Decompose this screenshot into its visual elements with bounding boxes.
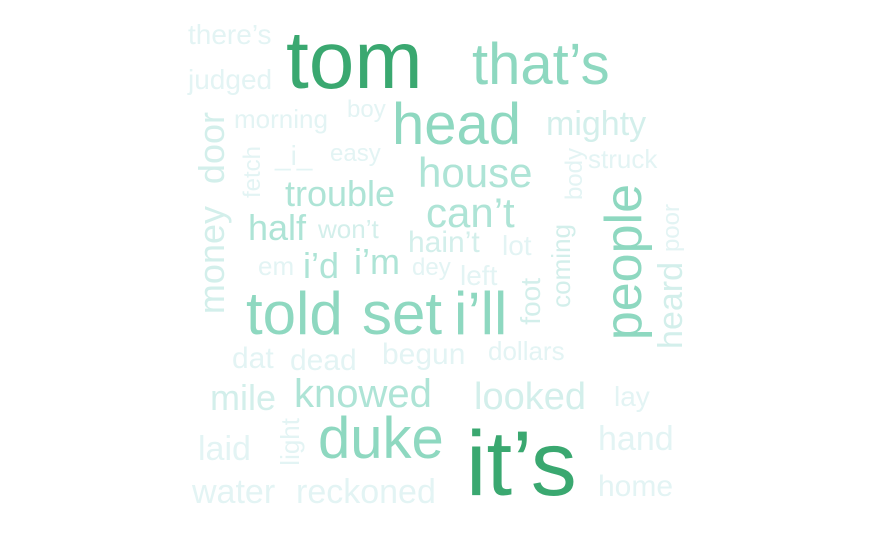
word-lay: lay xyxy=(614,381,650,412)
word-money: money xyxy=(191,206,232,315)
word-poor: poor xyxy=(658,204,685,253)
word-water: water xyxy=(192,473,276,511)
word-morning: morning xyxy=(234,104,328,134)
word-theres: there’s xyxy=(188,19,272,50)
word-light: light xyxy=(275,418,305,466)
word-wont: won’t xyxy=(318,214,379,244)
word-boy: boy xyxy=(347,96,386,123)
word-judged: judged xyxy=(188,64,273,95)
word-thats: that’s xyxy=(472,32,610,97)
word-i-underscored: _i_ xyxy=(275,140,313,171)
word-begun: begun xyxy=(382,338,466,371)
word-mile: mile xyxy=(210,377,277,418)
word-door: door xyxy=(191,112,232,185)
word-ill: i’ll xyxy=(454,280,508,347)
word-id: i’d xyxy=(303,245,340,286)
word-dey: dey xyxy=(412,254,451,281)
word-head: head xyxy=(392,92,522,157)
word-duke: duke xyxy=(318,406,444,471)
word-set: set xyxy=(362,280,443,347)
word-lot: lot xyxy=(502,230,532,261)
word-mighty: mighty xyxy=(546,105,647,143)
word-dead: dead xyxy=(290,344,357,377)
word-easy: easy xyxy=(330,140,381,167)
word-tom: tom xyxy=(286,15,423,106)
word-foot: foot xyxy=(515,278,546,325)
word-em: em xyxy=(258,251,295,281)
word-dat: dat xyxy=(232,342,274,375)
word-left: left xyxy=(460,260,498,291)
word-knowed: knowed xyxy=(294,372,432,416)
word-haint: hain’t xyxy=(408,226,480,259)
word-people: people xyxy=(595,184,653,341)
word-fetch: fetch xyxy=(239,146,266,199)
word-struck: struck xyxy=(588,144,658,174)
word-im: i’m xyxy=(354,241,400,282)
word-told: told xyxy=(246,280,343,347)
word-reckoned: reckoned xyxy=(296,473,436,511)
word-its: it’s xyxy=(466,413,577,515)
word-coming: coming xyxy=(546,224,576,308)
word-laid: laid xyxy=(198,430,251,468)
word-trouble: trouble xyxy=(285,173,396,214)
word-dollars: dollars xyxy=(488,336,565,366)
word-half: half xyxy=(248,207,307,248)
word-house: house xyxy=(418,149,533,196)
word-cant: can’t xyxy=(426,189,515,236)
word-home: home xyxy=(598,470,674,503)
word-heard: heard xyxy=(652,262,690,349)
word-looked: looked xyxy=(474,376,586,418)
word-body: body xyxy=(561,148,588,201)
word-hand: hand xyxy=(598,420,674,458)
